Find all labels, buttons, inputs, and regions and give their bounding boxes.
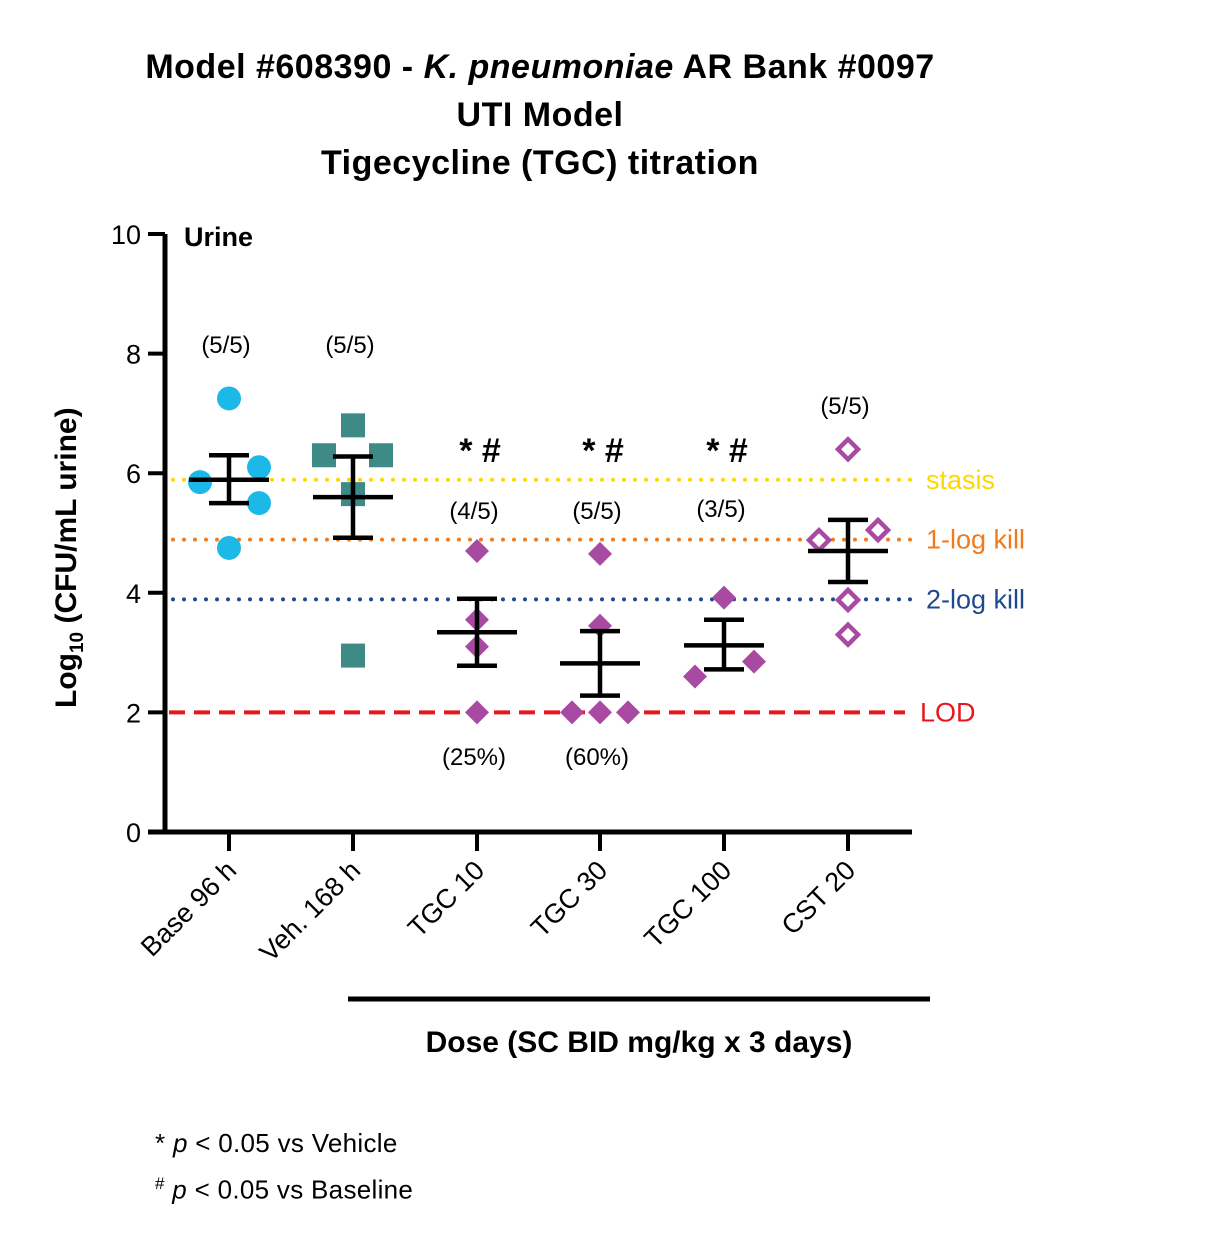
footnote-baseline: # p < 0.05 vs Baseline [155, 1174, 413, 1206]
footnote-text2: < 0.05 vs Baseline [187, 1174, 414, 1205]
y-axis-title-prefix: Log [50, 653, 83, 708]
reference-line-label: 1-log kill [926, 525, 1025, 555]
x-tick-label: TGC 10 [402, 855, 490, 943]
data-point [188, 470, 212, 495]
x-tick-label: TGC 30 [525, 855, 613, 943]
data-point [341, 413, 365, 438]
title-suffix: AR Bank #0097 [673, 48, 935, 86]
chart-title-line2: UTI Model [456, 96, 624, 134]
reference-line-label: 2-log kill [926, 584, 1025, 614]
reference-lines: stasis 1-log kill 2-log kill LOD [169, 465, 1025, 727]
footnote-text1: < 0.05 vs Vehicle [187, 1128, 398, 1158]
lod-percent: (25%) [442, 744, 506, 771]
data-point [712, 585, 736, 610]
series-1 [188, 386, 271, 560]
y-tick-label: 0 [126, 818, 141, 848]
x-tick-label: Base 96 h [135, 855, 242, 962]
series-3 [437, 538, 517, 725]
y-tick-label: 2 [126, 698, 141, 728]
significance-marker: * # [582, 432, 624, 470]
chart-title-line1: Model #608390 - K. pneumoniae AR Bank #0… [0, 48, 1080, 87]
footnote-hash: # [155, 1174, 165, 1193]
data-point [588, 700, 612, 725]
y-axis-title-sub: 10 [67, 632, 88, 653]
significance-marker: * # [459, 432, 501, 470]
series-5 [683, 585, 766, 689]
sample-count: (5/5) [820, 393, 869, 420]
data-point [217, 386, 241, 411]
annotations: (5/5) (5/5) (4/5) (25%) (5/5) (60%) (3/5) (5/5)… [201, 332, 869, 771]
series-4 [560, 541, 640, 725]
x-axis-title: Dose (SC BID mg/kg x 3 days) [426, 1026, 853, 1059]
reference-line-label: stasis [926, 465, 995, 495]
data-point [834, 436, 862, 463]
sample-count: (4/5) [449, 498, 498, 525]
y-tick-label: 6 [126, 459, 141, 489]
data-point [864, 516, 892, 544]
significance-marker: * # [706, 432, 748, 470]
x-tick-label: Veh. 168 h [254, 855, 367, 968]
data-point [247, 491, 271, 516]
footnote-p1: p [172, 1128, 188, 1158]
y-tick-label: 8 [126, 340, 141, 370]
lod-percent: (60%) [565, 744, 629, 771]
data-point [560, 700, 584, 725]
axes: 0 2 4 6 8 10 Base 96 h Veh. 168 h TGC 10 TGC 30 TG… [50, 220, 930, 1059]
chart-title-line3: Tigecycline (TGC) titration [321, 144, 759, 182]
data-marks [188, 386, 892, 725]
series-2 [312, 413, 393, 668]
data-point [465, 538, 489, 563]
y-tick-label: 4 [126, 579, 141, 609]
data-point [465, 700, 489, 725]
data-point [683, 664, 707, 689]
sample-count: (3/5) [696, 496, 745, 523]
data-point [217, 535, 241, 560]
title-prefix: Model #608390 - [145, 48, 424, 86]
reference-line-label: LOD [920, 697, 976, 727]
sample-count: (5/5) [201, 332, 250, 359]
footnote-vehicle: * p < 0.05 vs Vehicle [155, 1128, 398, 1159]
data-point [247, 455, 271, 480]
sample-count: (5/5) [572, 498, 621, 525]
x-tick-label: TGC 100 [639, 855, 738, 954]
series-6 [805, 436, 892, 648]
data-point [341, 643, 365, 668]
panel-label: Urine [184, 222, 253, 252]
data-point [742, 649, 766, 674]
data-point [834, 586, 862, 614]
footnote-p2: p [172, 1174, 188, 1205]
y-axis-title: Log10 (CFU/mL urine) [50, 407, 88, 708]
data-point [805, 526, 833, 554]
data-point [588, 541, 612, 566]
data-point [616, 700, 640, 725]
data-point [312, 443, 336, 468]
x-tick-label: CST 20 [776, 855, 862, 941]
data-point [834, 621, 862, 648]
y-tick-label: 10 [111, 220, 141, 250]
footnote-star: * [155, 1128, 166, 1158]
sample-count: (5/5) [325, 332, 374, 359]
y-axis-title-suffix: (CFU/mL urine) [50, 407, 83, 631]
title-species: K. pneumoniae [423, 48, 674, 86]
